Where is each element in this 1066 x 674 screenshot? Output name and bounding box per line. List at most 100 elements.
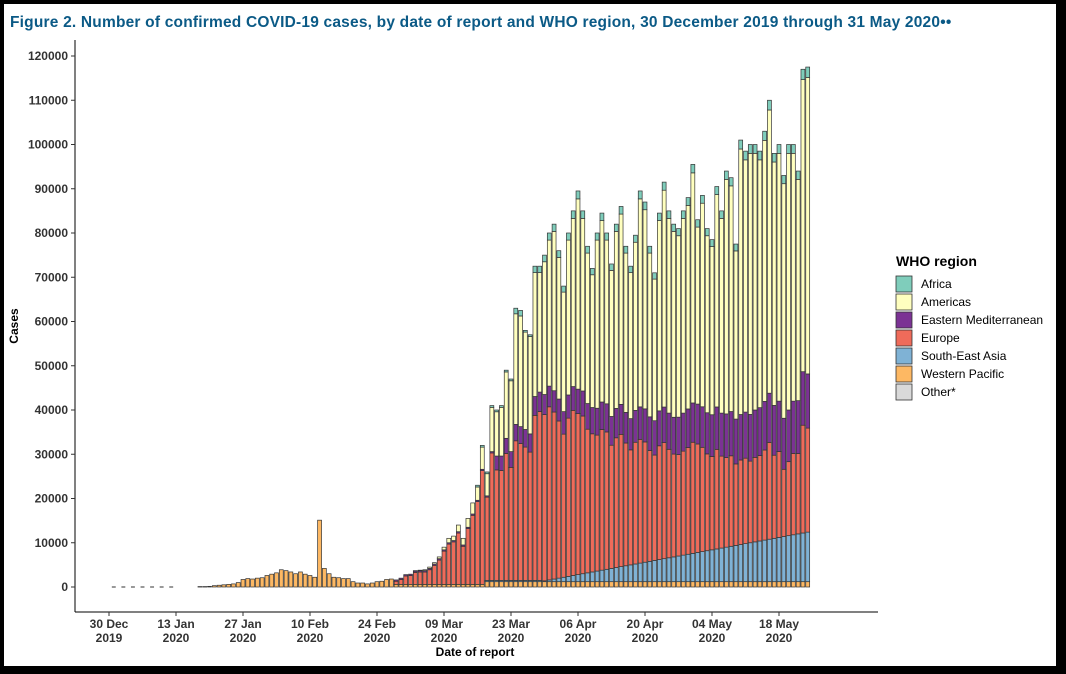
bar-segment: [661, 581, 667, 588]
bar-segment: [551, 411, 557, 580]
bar-segment: [523, 330, 528, 333]
y-tick-label: 120000: [28, 49, 68, 63]
bar-segment: [676, 581, 681, 588]
bar-segment: [575, 190, 581, 200]
bar-segment: [451, 583, 456, 588]
bar-segment: [719, 412, 724, 457]
bar-segment: [733, 545, 739, 583]
bar-segment: [642, 209, 648, 410]
bar-segment: [757, 540, 763, 583]
bar-segment: [695, 403, 700, 445]
bar-segment: [484, 496, 490, 581]
bar-segment: [704, 412, 710, 455]
y-axis-title: Cases: [7, 308, 21, 344]
bar-segment: [757, 455, 763, 542]
bar-segment: [637, 581, 643, 588]
bar-segment: [762, 539, 767, 583]
bar-segment: [408, 575, 413, 585]
bar-segment: [637, 198, 643, 408]
bar-segment: [398, 577, 404, 580]
bar-segment: [599, 429, 605, 571]
bar-segment: [647, 252, 653, 418]
bar-segment: [795, 400, 801, 454]
legend-label: Americas: [921, 295, 971, 309]
bar-segment: [465, 583, 471, 588]
bar-segment: [776, 153, 782, 402]
bar-segment: [671, 223, 677, 232]
bar-segment: [551, 581, 557, 588]
bar-segment: [432, 562, 437, 565]
bar-segment: [484, 473, 490, 497]
bar-segment: [393, 583, 399, 588]
bar-segment: [283, 570, 289, 588]
bar-segment: [623, 442, 629, 567]
bar-segment: [642, 561, 648, 583]
bar-segment: [652, 278, 657, 422]
bar-segment: [513, 313, 519, 425]
bar-segment: [566, 576, 571, 583]
bar-segment: [728, 411, 734, 457]
x-tick-year-label: 2020: [498, 631, 525, 645]
bar-segment: [781, 175, 787, 185]
bar-segment: [618, 433, 624, 567]
bar-segment: [771, 537, 777, 583]
figure-title-suffix: ••: [940, 14, 952, 31]
legend-swatch: [895, 293, 913, 311]
x-tick-year-label: 2020: [699, 631, 726, 645]
bar-segment: [570, 210, 576, 219]
bar-segment: [523, 581, 528, 588]
bar-segment: [781, 581, 787, 588]
bar-segment: [475, 583, 480, 588]
bar-segment: [704, 581, 710, 588]
bar-segment: [566, 394, 571, 419]
bar-segment: [293, 573, 298, 588]
bar-segment: [489, 581, 495, 588]
bar-segment: [728, 455, 734, 547]
bar-segment: [738, 581, 744, 588]
legend-label: Europe: [921, 331, 960, 345]
bar-segment: [719, 581, 724, 588]
bar-segment: [618, 566, 624, 583]
bar-segment: [791, 534, 796, 583]
bar-segment: [604, 403, 610, 433]
bar-segment: [341, 578, 346, 588]
bar-segment: [575, 581, 581, 588]
bar-segment: [288, 571, 294, 588]
bar-segment: [465, 528, 471, 585]
bar-segment: [489, 407, 495, 452]
bar-segment: [690, 441, 696, 554]
bar-segment: [738, 459, 744, 545]
bar-segment: [652, 560, 657, 583]
y-tick-label: 10000: [35, 536, 69, 550]
bar-segment: [781, 183, 787, 419]
bar-segment: [709, 549, 715, 583]
bar-segment: [570, 386, 576, 411]
legend-label: Eastern Mediterranean: [921, 313, 1043, 327]
bar-segment: [700, 202, 705, 408]
bar-segment: [671, 231, 677, 418]
bar-segment: [427, 583, 432, 588]
bar-segment: [776, 537, 782, 583]
bar-segment: [566, 232, 571, 241]
bar-segment: [355, 582, 361, 588]
bar-segment: [728, 581, 734, 588]
bar-segment: [580, 415, 586, 575]
bar-segment: [551, 231, 557, 392]
bar-segment: [767, 442, 772, 540]
bar-segment: [446, 543, 452, 585]
bar-segment: [781, 417, 787, 470]
bar-segment: [513, 440, 519, 581]
bar-segment: [494, 411, 499, 457]
bar-segment: [432, 564, 437, 585]
bar-segment: [661, 558, 667, 583]
bar-segment: [613, 408, 619, 439]
bar-segment: [499, 581, 504, 588]
bar-segment: [379, 580, 385, 588]
bar-segment: [618, 206, 624, 215]
x-tick-year-label: 2019: [96, 631, 123, 645]
bar-segment: [676, 454, 681, 557]
bar-segment: [580, 573, 586, 583]
bar-segment: [360, 582, 365, 588]
bar-segment: [771, 161, 777, 406]
